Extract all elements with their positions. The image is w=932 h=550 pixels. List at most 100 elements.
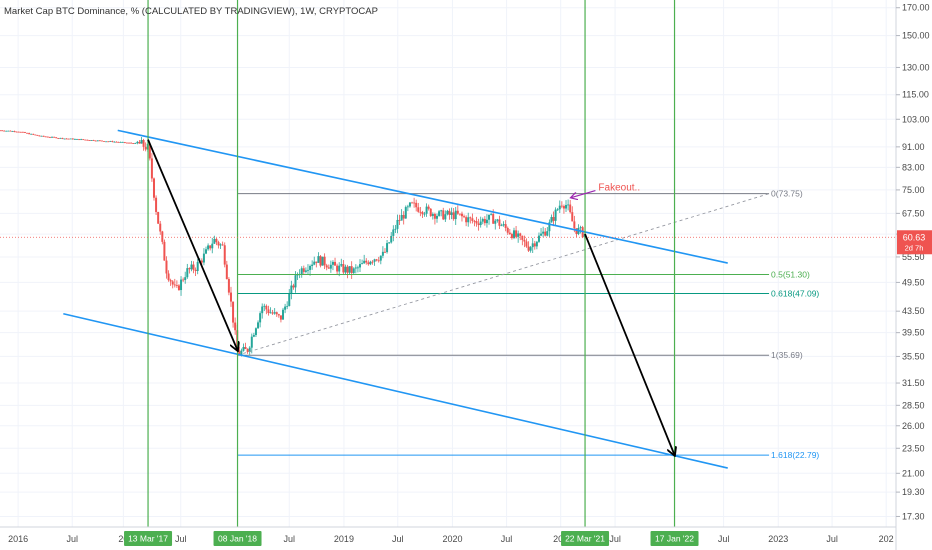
candle-body	[161, 231, 164, 242]
candle-body	[502, 224, 505, 226]
candle-body	[531, 243, 534, 248]
y-tick-label: 49.50	[902, 277, 925, 287]
candle-body	[567, 204, 570, 206]
candle-body	[558, 205, 561, 210]
candle-body	[394, 228, 397, 230]
candle-body	[334, 261, 337, 266]
fib-level-label: 1.618(22.79)	[771, 450, 819, 460]
candle-body	[75, 138, 78, 140]
candle-body	[317, 256, 320, 263]
candle-body	[311, 264, 314, 266]
candle-body	[125, 142, 128, 144]
candle-body	[261, 306, 264, 314]
candle-body	[331, 261, 334, 265]
candle-body	[279, 315, 282, 320]
candle-body	[396, 219, 399, 229]
candle-body	[533, 243, 536, 247]
candle-body	[575, 228, 578, 234]
candle-body	[78, 138, 81, 140]
fib-level-label: 0.618(47.09)	[771, 289, 819, 299]
candle-body	[148, 143, 151, 159]
candle-body	[479, 221, 482, 226]
candle-body	[571, 212, 574, 222]
x-tick-label: 2023	[768, 534, 788, 544]
candle-body	[5, 130, 8, 132]
candle-body	[383, 251, 386, 253]
date-tag-label: 17 Jan '22	[655, 534, 694, 544]
candle-body	[544, 231, 547, 236]
candle-body	[321, 256, 324, 266]
candle-body	[548, 222, 551, 232]
candle-body	[454, 210, 457, 220]
candle-body	[573, 221, 576, 229]
candle-body	[130, 142, 133, 144]
candle-body	[444, 214, 447, 220]
candle-body	[196, 262, 199, 272]
current-price-countdown: 2d 7h	[905, 243, 924, 252]
candle-body	[263, 305, 266, 307]
candle-body	[460, 213, 463, 217]
candle-body	[304, 270, 307, 272]
fib-level-label: 0(73.75)	[771, 189, 803, 199]
candle-body	[100, 140, 103, 142]
candle-body	[221, 244, 224, 246]
candle-body	[560, 205, 563, 207]
candle-body	[327, 267, 330, 269]
current-price-value: 60.63	[903, 232, 926, 242]
fib-level-label: 1(35.69)	[771, 350, 803, 360]
candle-body	[44, 136, 47, 138]
candle-body	[325, 265, 328, 268]
candle-body	[200, 260, 203, 263]
trend-dashed-line	[237, 193, 770, 356]
candle-body	[433, 213, 436, 219]
candle-body	[152, 178, 155, 198]
candle-body	[377, 260, 380, 262]
candle-body	[458, 213, 461, 215]
candle-body	[488, 214, 491, 220]
candle-body	[340, 264, 343, 266]
candle-body	[244, 346, 247, 349]
candle-body	[465, 217, 468, 223]
candle-body	[306, 269, 309, 271]
candle-body	[34, 134, 37, 136]
date-tag-label: 08 Jan '18	[218, 534, 257, 544]
candle-body	[496, 219, 499, 221]
candle-body	[562, 206, 565, 209]
candle-body	[519, 233, 522, 236]
candle-body	[242, 346, 245, 351]
candle-body	[115, 141, 118, 143]
x-tick-label: Jul	[66, 534, 78, 544]
candle-body	[512, 230, 515, 239]
candle-body	[213, 238, 216, 244]
candle-body	[223, 245, 226, 265]
candle-body	[240, 350, 243, 355]
candle-body	[0, 130, 1, 132]
candle-body	[40, 135, 43, 137]
y-tick-label: 83.00	[902, 162, 925, 172]
candle-body	[17, 131, 20, 133]
candle-body	[55, 137, 58, 139]
y-tick-label: 39.50	[902, 328, 925, 338]
candle-body	[155, 197, 158, 212]
candle-body	[186, 268, 189, 278]
candle-body	[371, 261, 374, 263]
candle-body	[92, 140, 95, 141]
drawing-overlays: 0(73.75) 0.5(51.30) 0.618(47.09) 1(35.69) 1.…	[0, 0, 896, 527]
candle-body	[565, 204, 568, 209]
candle-body	[267, 309, 270, 314]
candle-body	[42, 135, 45, 137]
candle-body	[427, 206, 430, 209]
black-arrow	[147, 139, 237, 351]
candle-body	[65, 138, 68, 140]
candle-body	[48, 137, 51, 138]
candle-body	[286, 305, 289, 307]
candle-body	[271, 312, 274, 314]
candle-body	[400, 214, 403, 221]
current-price-tag	[897, 230, 932, 255]
candle-body	[323, 256, 326, 266]
candle-body	[421, 212, 424, 215]
candle-body	[167, 273, 170, 281]
candle-body	[506, 227, 509, 233]
